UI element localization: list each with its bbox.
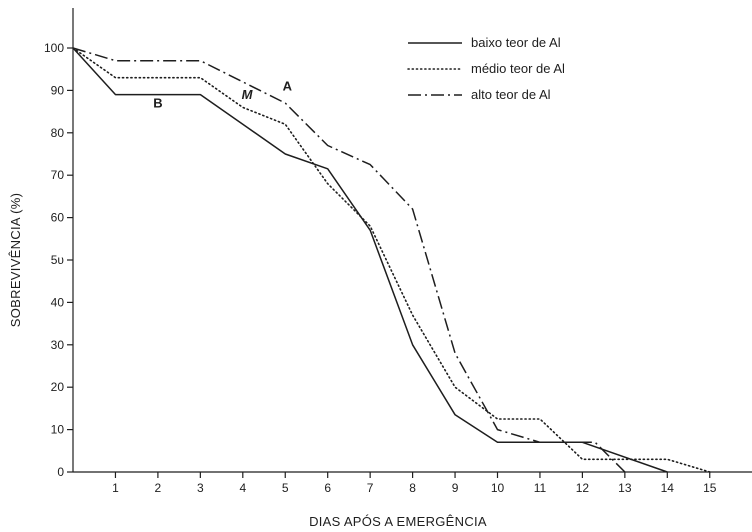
series-line-2 xyxy=(72,47,626,473)
series-label-2: A xyxy=(283,78,293,93)
y-axis-title-group: SOBREVIVÊNCIA (%) xyxy=(8,193,23,327)
legend-label-0: baixo teor de Al xyxy=(471,35,561,50)
y-tick-label: 10 xyxy=(51,423,65,437)
y-tick-label: 100 xyxy=(44,41,64,55)
y-tick-label: 0 xyxy=(57,465,64,479)
x-tick-label: 10 xyxy=(491,481,505,495)
x-tick-label: 15 xyxy=(703,481,717,495)
x-tick-label: 3 xyxy=(197,481,204,495)
x-tick-label: 4 xyxy=(239,481,246,495)
y-tick-label: 60 xyxy=(51,211,65,225)
y-tick-label: 5υ xyxy=(51,253,64,267)
x-tick-label: 11 xyxy=(534,481,547,495)
x-tick-label: 12 xyxy=(576,481,590,495)
x-axis-title: DIAS APÓS A EMERGÊNCIA xyxy=(309,514,487,529)
x-tick-label: 7 xyxy=(367,481,374,495)
y-tick-label: 90 xyxy=(51,83,65,97)
x-tick-label: 9 xyxy=(452,481,459,495)
x-tick-label: 6 xyxy=(324,481,331,495)
x-tick-label: 14 xyxy=(661,481,675,495)
y-tick-label: 30 xyxy=(51,338,65,352)
y-tick-label: 20 xyxy=(51,380,65,394)
series-label-0: B xyxy=(153,95,162,110)
axes xyxy=(72,8,752,473)
x-tick-label: 2 xyxy=(155,481,162,495)
y-tick-label: 70 xyxy=(51,168,65,182)
x-tick-label: 1 xyxy=(112,481,119,495)
y-tick-label: 40 xyxy=(51,295,65,309)
series-label-1: M xyxy=(242,87,254,102)
legend-label-2: alto teor de Al xyxy=(471,87,551,102)
annotations: B M A xyxy=(153,78,292,110)
x-tick-label: 8 xyxy=(409,481,416,495)
series-line-0 xyxy=(72,47,668,473)
x-tick-label: 5 xyxy=(282,481,289,495)
legend-label-1: médio teor de Al xyxy=(471,61,565,76)
legend: baixo teor de Al médio teor de Al alto teo… xyxy=(407,35,565,102)
x-tick-label: 13 xyxy=(618,481,632,495)
series-layer xyxy=(72,47,711,473)
y-axis-title: SOBREVIVÊNCIA (%) xyxy=(8,193,23,327)
y-tick-label: 80 xyxy=(51,126,65,140)
series-line-1 xyxy=(72,47,711,473)
